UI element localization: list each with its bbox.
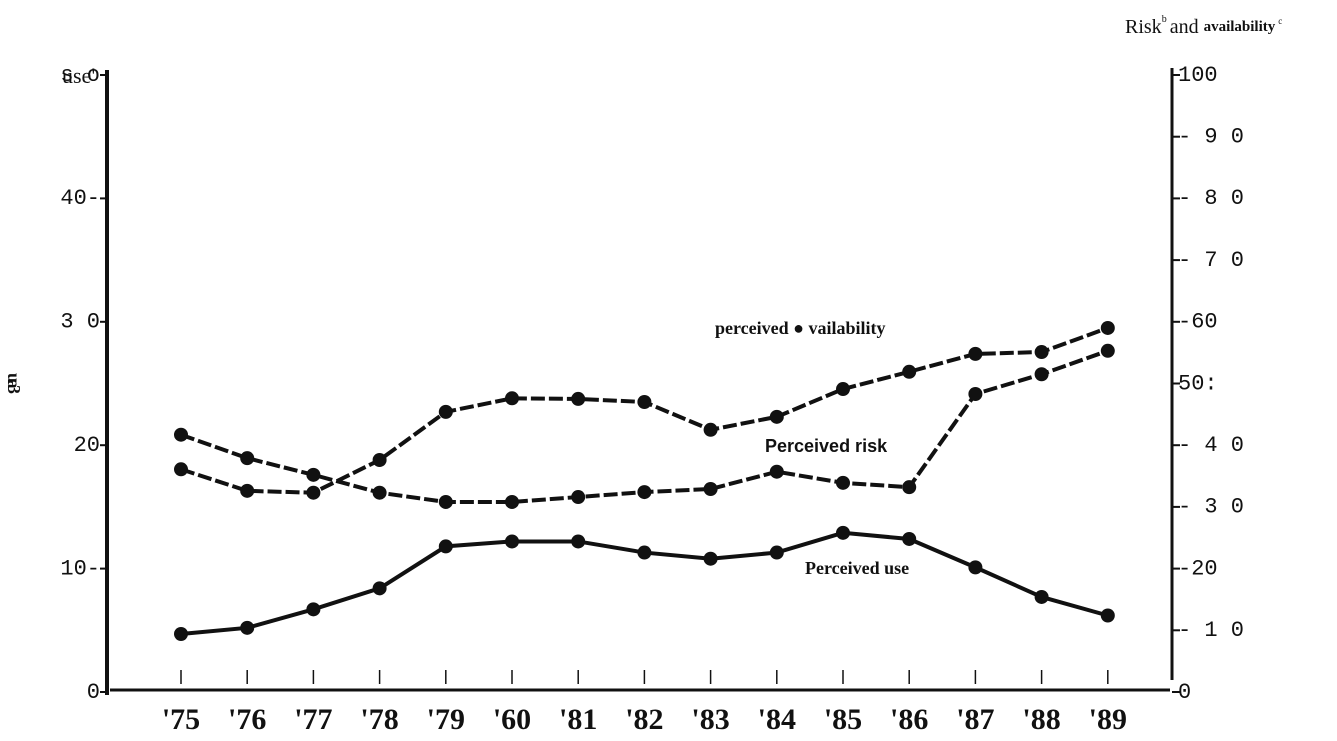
data-point — [372, 581, 387, 596]
y2-tick-label: - 1 0 — [1178, 618, 1244, 643]
series-label: Perceived risk — [765, 436, 888, 456]
data-point — [1100, 320, 1115, 335]
x-tick-label: '87 — [956, 703, 994, 736]
data-point — [703, 482, 718, 497]
data-point — [174, 427, 188, 442]
data-point — [240, 483, 255, 498]
data-point — [505, 534, 519, 549]
x-tick-label: '76 — [228, 703, 266, 736]
x-tick-label: '89 — [1089, 703, 1127, 736]
data-point — [1100, 608, 1115, 623]
y2-label-part: b — [1162, 14, 1167, 25]
x-tick-label: '86 — [890, 703, 928, 736]
y2-tick-label: - 3 0 — [1178, 495, 1244, 520]
y2-label-part: Risk — [1125, 16, 1162, 38]
x-tick-label: '60 — [493, 703, 531, 736]
data-point — [438, 539, 453, 554]
y-tick-label: 10- — [60, 556, 100, 581]
y2-tick-label: - 9 0 — [1178, 125, 1244, 150]
data-point — [637, 485, 652, 500]
y-tick-label: s o — [60, 63, 100, 88]
data-point — [571, 391, 586, 406]
data-point — [902, 531, 917, 546]
data-point — [703, 422, 718, 437]
y2-tick-label: 0 — [1178, 680, 1191, 705]
x-tick-label: '88 — [1022, 703, 1060, 736]
data-point — [769, 409, 784, 424]
left-note: u a 3 — [4, 373, 24, 394]
data-point — [372, 453, 387, 468]
data-point — [1034, 367, 1049, 382]
y2-tick-label: -20 — [1178, 556, 1218, 581]
x-tick-label: '79 — [427, 703, 465, 736]
data-point — [306, 467, 321, 482]
data-point — [174, 462, 188, 477]
data-point — [240, 620, 255, 635]
data-point — [1034, 589, 1049, 604]
y2-tick-label: 100 — [1178, 63, 1218, 88]
y2-tick-label: - 4 0 — [1178, 433, 1244, 458]
x-tick-label: '82 — [625, 703, 663, 736]
series-label: Perceived use — [805, 558, 909, 578]
data-point — [438, 494, 453, 509]
data-point — [836, 525, 850, 540]
y-tick-label: 3 0 — [60, 310, 100, 335]
data-point — [968, 560, 983, 575]
data-point — [637, 545, 652, 560]
data-point — [438, 404, 453, 419]
y2-tick-label: 50: — [1178, 371, 1218, 396]
data-point — [1034, 345, 1049, 360]
data-point — [505, 391, 519, 406]
series-label: perceived ● vailability — [715, 318, 886, 338]
y-tick-label: 20 — [74, 433, 100, 458]
data-point — [769, 545, 784, 560]
y2-axis-label: Riskb and availability c — [1125, 14, 1282, 37]
data-point — [836, 382, 850, 397]
data-point — [1100, 343, 1115, 358]
y-axis-label: use' — [62, 63, 95, 88]
x-tick-label: '75 — [162, 703, 200, 736]
y2-label-part: and — [1170, 16, 1199, 38]
y2-tick-label: -60 — [1178, 310, 1218, 335]
data-point — [240, 451, 255, 466]
data-point — [306, 602, 321, 617]
x-tick-label: '81 — [559, 703, 597, 736]
data-point — [306, 485, 321, 500]
data-point — [637, 395, 652, 410]
data-point — [902, 364, 917, 379]
data-point — [372, 485, 387, 500]
y2-label-part: availability — [1204, 19, 1276, 35]
x-tick-label: '83 — [691, 703, 729, 736]
data-point — [836, 475, 850, 490]
x-tick-label: '84 — [758, 703, 796, 736]
data-point — [703, 551, 718, 566]
data-point — [505, 494, 519, 509]
data-point — [571, 490, 586, 505]
series-line — [180, 348, 1109, 504]
y-tick-label: 40- — [60, 186, 100, 211]
data-point — [769, 464, 784, 479]
data-point — [571, 534, 586, 549]
data-point — [902, 480, 917, 495]
y-tick-label: 0 — [87, 680, 100, 705]
y2-tick-label: - 8 0 — [1178, 186, 1244, 211]
data-point — [968, 386, 983, 401]
x-tick-label: '78 — [360, 703, 398, 736]
data-point — [174, 627, 188, 642]
y2-label-part: c — [1278, 16, 1282, 26]
x-tick-label: '77 — [294, 703, 332, 736]
y2-tick-label: - 7 0 — [1178, 248, 1244, 273]
x-tick-label: '85 — [824, 703, 862, 736]
data-point — [968, 346, 983, 361]
